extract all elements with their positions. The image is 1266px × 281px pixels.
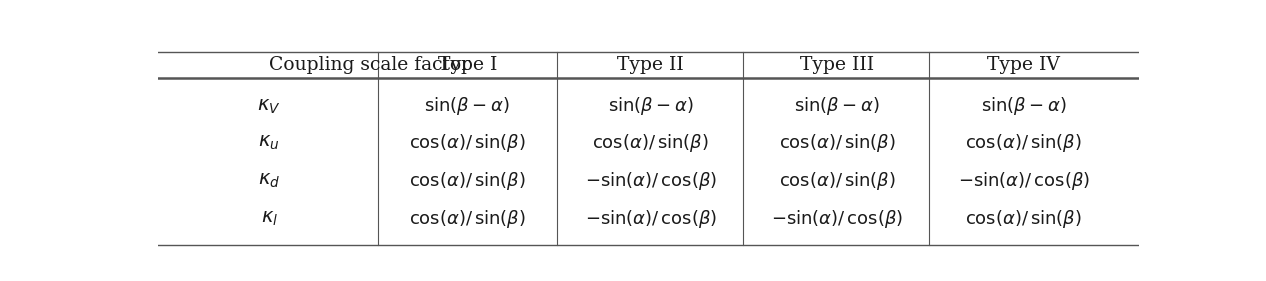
Text: $-\sin(\alpha)/\,\cos(\beta)$: $-\sin(\alpha)/\,\cos(\beta)$ bbox=[585, 208, 717, 230]
Text: $\cos(\alpha)/\,\sin(\beta)$: $\cos(\alpha)/\,\sin(\beta)$ bbox=[592, 132, 709, 154]
Text: Type II: Type II bbox=[618, 56, 684, 74]
Text: $-\sin(\alpha)/\,\cos(\beta)$: $-\sin(\alpha)/\,\cos(\beta)$ bbox=[771, 208, 903, 230]
Text: Coupling scale factor: Coupling scale factor bbox=[270, 56, 470, 74]
Text: Type IV: Type IV bbox=[987, 56, 1060, 74]
Text: Type I: Type I bbox=[438, 56, 498, 74]
Text: $\sin(\beta - \alpha)$: $\sin(\beta - \alpha)$ bbox=[424, 95, 510, 117]
Text: $\cos(\alpha)/\,\sin(\beta)$: $\cos(\alpha)/\,\sin(\beta)$ bbox=[409, 208, 525, 230]
Text: $\cos(\alpha)/\,\sin(\beta)$: $\cos(\alpha)/\,\sin(\beta)$ bbox=[779, 132, 895, 154]
Text: $-\sin(\alpha)/\,\cos(\beta)$: $-\sin(\alpha)/\,\cos(\beta)$ bbox=[585, 170, 717, 192]
Text: $\kappa_V$: $\kappa_V$ bbox=[257, 97, 281, 116]
Text: $\kappa_l$: $\kappa_l$ bbox=[261, 209, 277, 228]
Text: $\cos(\alpha)/\,\sin(\beta)$: $\cos(\alpha)/\,\sin(\beta)$ bbox=[409, 132, 525, 154]
Text: Type III: Type III bbox=[800, 56, 875, 74]
Text: $\cos(\alpha)/\,\sin(\beta)$: $\cos(\alpha)/\,\sin(\beta)$ bbox=[779, 170, 895, 192]
Text: $\kappa_u$: $\kappa_u$ bbox=[258, 133, 280, 153]
Text: $-\sin(\alpha)/\,\cos(\beta)$: $-\sin(\alpha)/\,\cos(\beta)$ bbox=[957, 170, 1090, 192]
Text: $\sin(\beta - \alpha)$: $\sin(\beta - \alpha)$ bbox=[608, 95, 694, 117]
Text: $\sin(\beta - \alpha)$: $\sin(\beta - \alpha)$ bbox=[794, 95, 880, 117]
Text: $\kappa_d$: $\kappa_d$ bbox=[258, 171, 280, 190]
Text: $\cos(\alpha)/\,\sin(\beta)$: $\cos(\alpha)/\,\sin(\beta)$ bbox=[965, 208, 1082, 230]
Text: $\cos(\alpha)/\,\sin(\beta)$: $\cos(\alpha)/\,\sin(\beta)$ bbox=[409, 170, 525, 192]
Text: $\cos(\alpha)/\,\sin(\beta)$: $\cos(\alpha)/\,\sin(\beta)$ bbox=[965, 132, 1082, 154]
Text: $\sin(\beta - \alpha)$: $\sin(\beta - \alpha)$ bbox=[981, 95, 1066, 117]
